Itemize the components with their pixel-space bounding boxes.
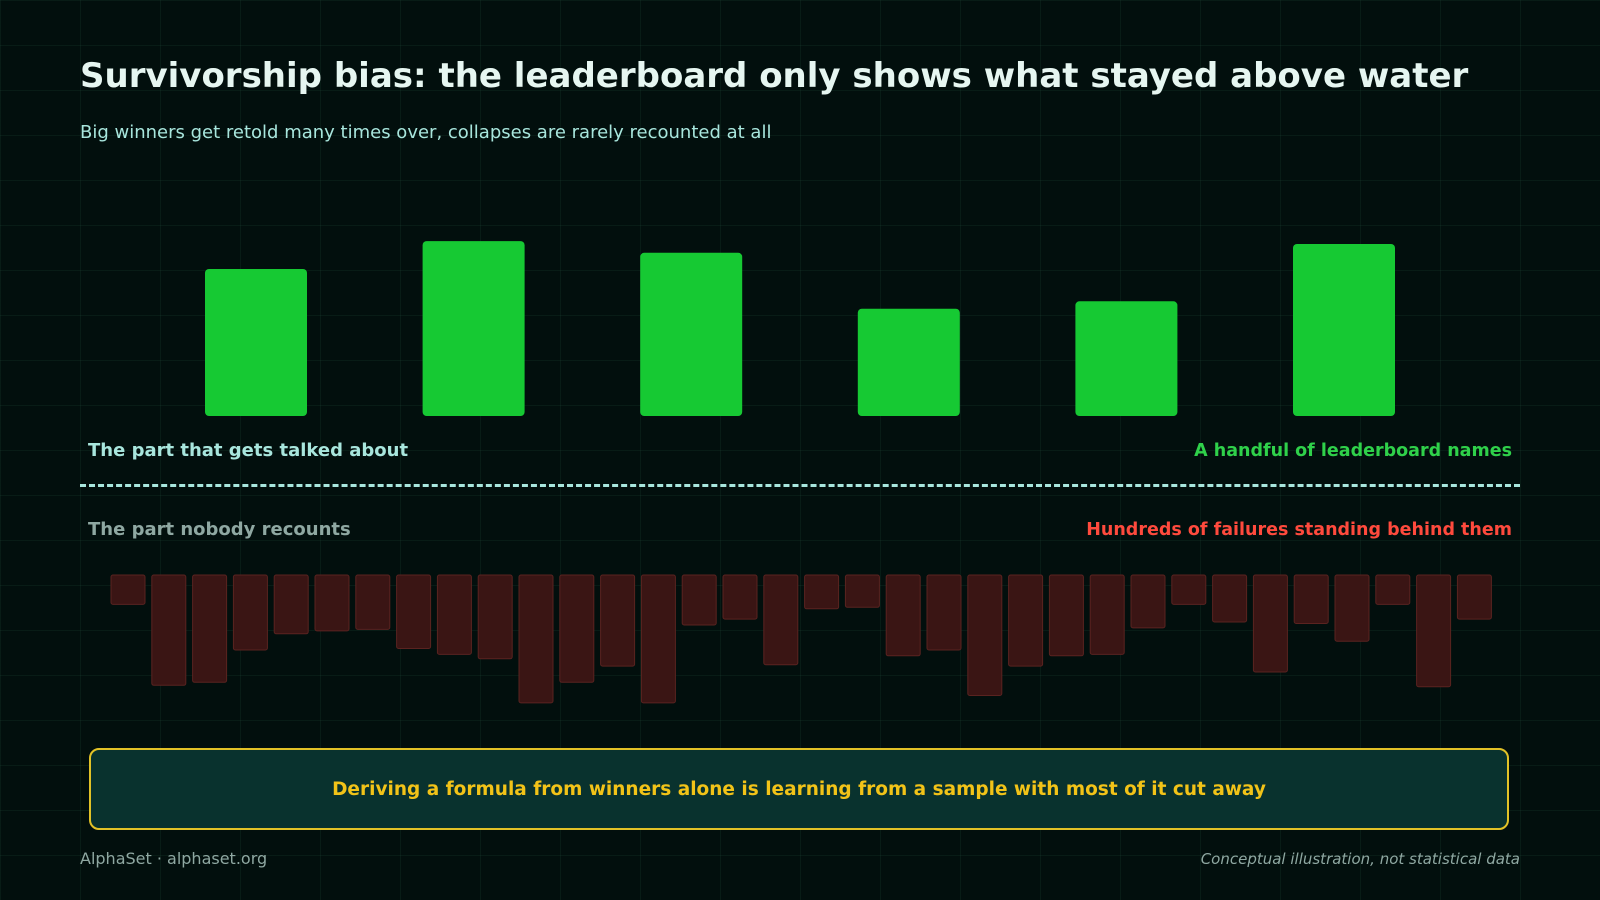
bottom-left-label: The part nobody recounts (88, 519, 351, 540)
failure-bar (722, 574, 758, 620)
failure-bar (926, 574, 962, 651)
failure-bar (355, 574, 391, 630)
failure-bar (804, 574, 840, 610)
callout-box: Deriving a formula from winners alone is… (89, 748, 1509, 830)
failure-bar (1171, 574, 1207, 605)
failure-bar (559, 574, 595, 683)
failure-bar (1416, 574, 1452, 688)
survivor-bar (422, 241, 525, 416)
failure-bar (600, 574, 636, 667)
failure-bar (1334, 574, 1370, 642)
top-left-label: The part that gets talked about (88, 440, 409, 461)
survivor-bar (640, 252, 743, 416)
failure-bar (1212, 574, 1248, 623)
survivor-bar (857, 308, 960, 416)
failure-bar (1048, 574, 1084, 657)
failure-bar (192, 574, 228, 683)
failure-bar (436, 574, 472, 655)
failure-bar (1008, 574, 1044, 667)
failure-bars-group (110, 574, 1492, 704)
failure-bar (640, 574, 676, 704)
failure-bar (477, 574, 513, 660)
failure-bar (518, 574, 554, 704)
failure-bar (396, 574, 432, 649)
footer-source: AlphaSet · alphaset.org (80, 849, 268, 868)
bottom-right-label: Hundreds of failures standing behind the… (1086, 520, 1512, 540)
top-right-label: A handful of leaderboard names (1194, 441, 1512, 461)
survivor-bar (1293, 244, 1395, 416)
failure-bar (1456, 574, 1492, 620)
footer-disclaimer: Conceptual illustration, not statistical… (1200, 850, 1520, 868)
failure-bar (844, 574, 880, 608)
failure-bar (151, 574, 187, 686)
failure-bar (1089, 574, 1125, 655)
failure-bar (273, 574, 309, 635)
failure-bar (1252, 574, 1288, 673)
failure-bar (763, 574, 799, 666)
chart-title: Survivorship bias: the leaderboard only … (80, 56, 1469, 96)
chart-subtitle: Big winners get retold many times over, … (80, 122, 772, 143)
failure-bar (1375, 574, 1411, 605)
failure-bar (1293, 574, 1329, 624)
failure-bar (967, 574, 1003, 696)
failure-bar (110, 574, 146, 605)
failure-bar (232, 574, 268, 651)
survivor-bar (1075, 301, 1178, 416)
failure-bar (1130, 574, 1166, 629)
failure-bar (885, 574, 921, 657)
waterline-separator (80, 484, 1520, 487)
callout-text: Deriving a formula from winners alone is… (332, 778, 1266, 800)
survivor-bars-group (205, 241, 1395, 416)
failure-bar (314, 574, 350, 632)
survivor-bar (205, 269, 307, 416)
failure-bar (681, 574, 717, 626)
